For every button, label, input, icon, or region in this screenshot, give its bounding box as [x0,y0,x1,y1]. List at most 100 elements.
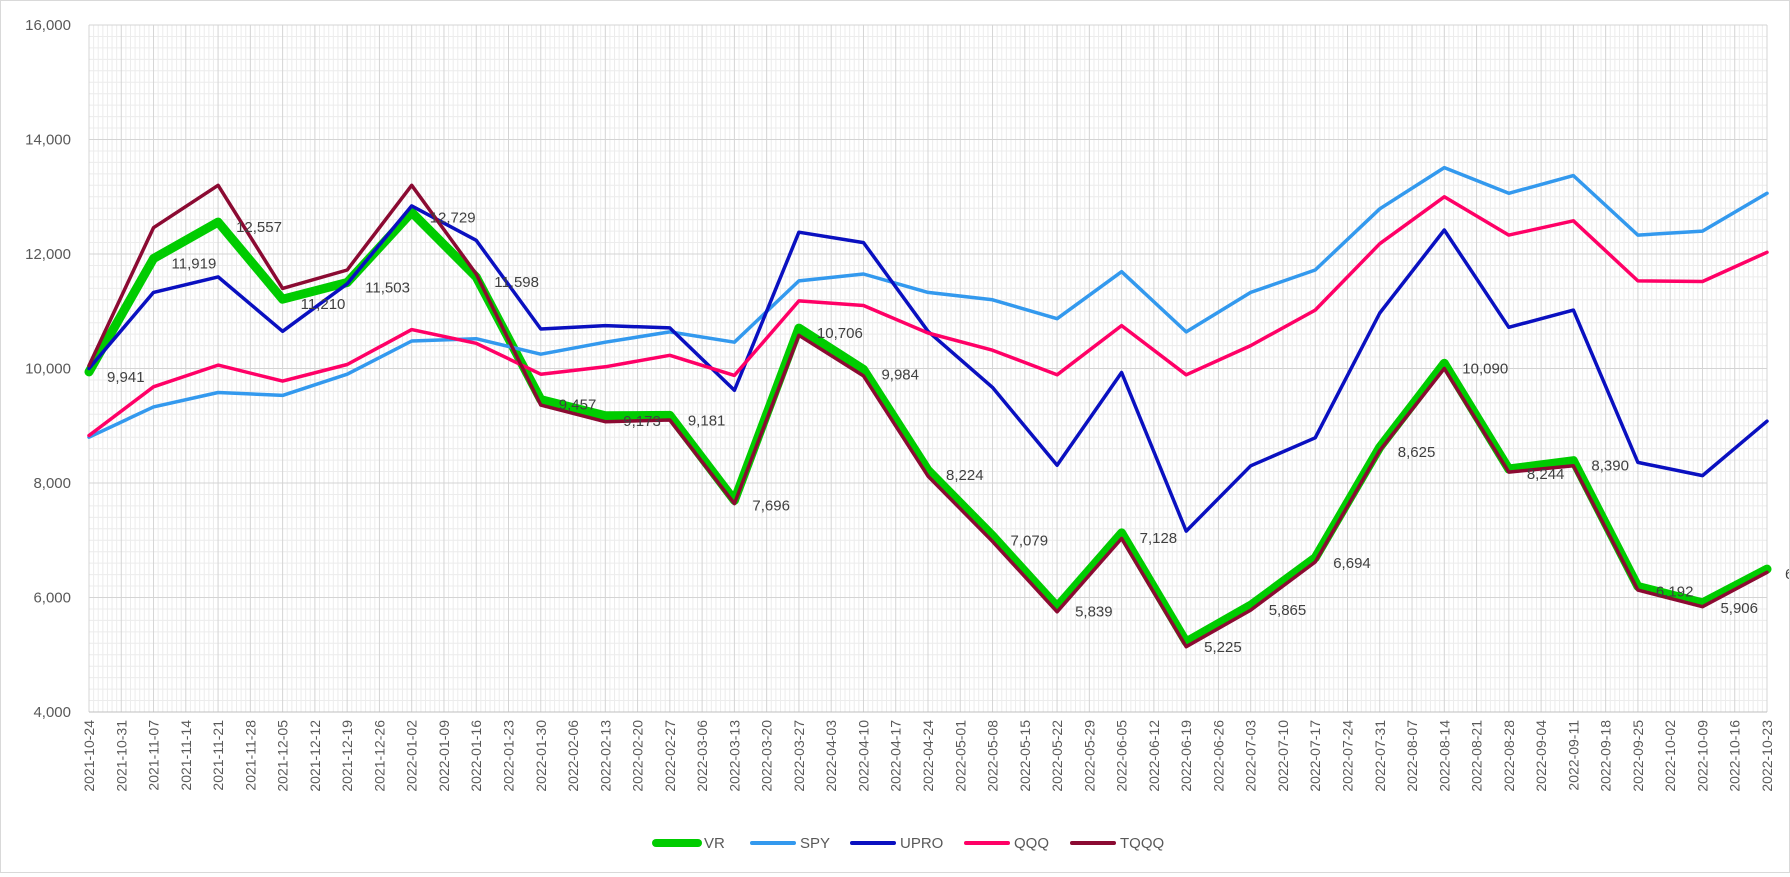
data-label: 7,079 [1011,533,1049,550]
x-tick-label: 2022-08-07 [1404,720,1420,792]
x-tick-label: 2021-11-14 [178,720,194,791]
legend-label: UPRO [900,835,943,852]
x-tick-label: 2022-08-28 [1501,720,1517,792]
data-label: 11,919 [172,256,217,273]
x-tick-label: 2022-04-17 [888,720,904,792]
x-tick-label: 2022-03-06 [694,720,710,792]
x-tick-label: 2022-06-26 [1210,720,1226,792]
x-tick-label: 2022-10-02 [1662,720,1678,792]
x-tick-label: 2022-08-21 [1469,720,1485,792]
x-tick-label: 2022-04-24 [920,720,936,792]
y-tick-label: 6,000 [33,590,71,607]
x-tick-label: 2022-09-18 [1598,720,1614,792]
legend-label: VR [704,835,725,852]
x-tick-label: 2021-12-05 [275,720,291,792]
x-tick-label: 2022-02-20 [630,720,646,792]
x-tick-label: 2021-12-19 [339,720,355,792]
data-label: 9,941 [107,369,145,386]
legend-item-spy: SPY [750,835,830,852]
series-line-spy [87,165,1769,439]
legend-item-tqqq: TQQQ [1070,835,1164,852]
x-tick-label: 2022-07-10 [1275,720,1291,792]
data-label: 10,706 [817,325,863,342]
legend-item-upro: UPRO [850,835,943,852]
series-line-tqqq [87,183,1769,649]
series-line-qqq [87,195,1769,438]
legend-label: SPY [800,835,830,852]
x-tick-label: 2022-05-22 [1049,720,1065,792]
y-tick-label: 12,000 [25,246,71,263]
data-label: 5,865 [1269,602,1307,619]
x-tick-label: 2022-02-27 [662,720,678,792]
data-label: 5,839 [1075,604,1113,621]
x-tick-label: 2022-05-15 [1017,720,1033,792]
data-label: 5,225 [1204,639,1242,656]
data-label: 10,090 [1462,360,1508,377]
x-tick-label: 2022-03-27 [791,720,807,792]
x-tick-label: 2022-09-25 [1630,720,1646,792]
x-tick-label: 2021-12-12 [307,720,323,792]
x-tick-label: 2022-06-05 [1114,720,1130,792]
data-label: 9,457 [559,397,597,414]
x-tick-label: 2021-10-31 [113,720,129,792]
x-tick-label: 2022-01-09 [436,720,452,792]
data-label: 5,906 [1720,600,1758,617]
x-tick-label: 2022-06-19 [1178,720,1194,792]
y-tick-label: 10,000 [25,361,71,378]
data-label: 8,390 [1591,458,1629,475]
data-label: 7,696 [752,497,790,514]
data-label: 11,210 [301,296,346,313]
x-tick-label: 2022-10-09 [1694,720,1710,792]
x-tick-label: 2022-01-23 [501,720,517,792]
data-labels: 9,941 11,919 12,557 11,210 11,503 12,729 11,59… [107,209,1790,656]
data-label: 9,181 [688,412,726,429]
x-tick-label: 2022-02-13 [597,720,613,792]
x-tick-label: 2022-07-17 [1307,720,1323,792]
y-tick-label: 4,000 [33,704,71,721]
data-label: 6,496 [1785,566,1789,583]
data-label: 8,625 [1398,444,1436,461]
legend-item-vr: VR [652,835,725,852]
gridlines [88,24,1768,713]
x-tick-label: 2022-04-10 [855,720,871,792]
x-tick-label: 2022-10-16 [1727,720,1743,792]
x-tick-label: 2021-11-21 [210,720,226,791]
x-tick-label: 2022-10-23 [1759,720,1775,792]
y-tick-label: 8,000 [33,475,71,492]
x-tick-label: 2022-03-20 [759,720,775,792]
data-label: 11,503 [365,279,410,296]
x-tick-label: 2022-01-30 [533,720,549,792]
data-label: 8,224 [946,467,984,484]
data-label: 9,173 [623,413,661,430]
x-tick-label: 2021-11-28 [242,720,258,791]
x-tick-label: 2022-04-03 [823,720,839,792]
legend-label: QQQ [1014,835,1049,852]
data-label: 8,244 [1527,466,1565,483]
x-tick-label: 2022-03-13 [726,720,742,792]
x-tick-label: 2022-08-14 [1436,720,1452,792]
legend-item-qqq: QQQ [964,835,1049,852]
x-tick-label: 2021-10-24 [81,720,97,792]
x-tick-label: 2022-09-11 [1565,720,1581,791]
x-tick-label: 2022-01-16 [468,720,484,792]
data-label: 9,984 [881,366,919,383]
data-label: 11,598 [494,274,539,291]
y-tick-label: 14,000 [25,132,71,149]
x-tick-label: 2022-02-06 [565,720,581,792]
legend-label: TQQQ [1120,835,1164,852]
x-tick-label: 2022-07-31 [1372,720,1388,792]
series-lines [84,165,1772,649]
x-tick-label: 2022-09-04 [1533,720,1549,792]
data-label: 6,694 [1333,555,1371,572]
x-tick-label: 2021-12-26 [371,720,387,792]
x-tick-label: 2022-06-12 [1146,720,1162,792]
x-tick-label: 2022-05-08 [985,720,1001,792]
x-tick-label: 2022-07-24 [1340,720,1356,792]
y-tick-label: 16,000 [25,17,71,34]
x-tick-label: 2022-01-02 [404,720,420,792]
axes: 4,000 6,000 8,000 10,000 12,000 14,000 16,000 2… [25,17,1775,792]
x-tick-label: 2022-05-29 [1081,720,1097,792]
x-tick-label: 2022-05-01 [952,720,968,792]
